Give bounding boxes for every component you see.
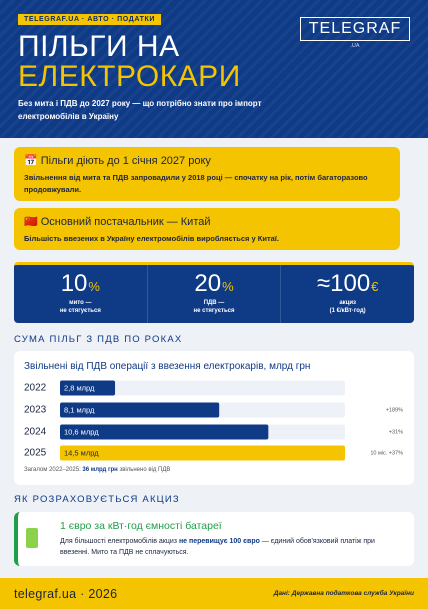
stat-label: ПДВ — не стягується <box>148 299 281 315</box>
value-label: 10,6 млрд <box>64 427 99 436</box>
info-card: 🇨🇳 Основний постачальник — Китай Більшіс… <box>14 208 400 250</box>
stat-label-line: акциз <box>339 300 357 306</box>
subtitle: Без мита і ПДВ до 2027 року — що потрібн… <box>18 99 262 121</box>
stat-label: акциз (1 €/кВт·год) <box>281 299 414 315</box>
change-label: +31% <box>389 429 403 435</box>
footer-site: telegraf.ua · 2026 <box>14 587 118 601</box>
bar <box>60 424 269 440</box>
stat-label: мито — не стягується <box>14 299 147 315</box>
footnote-text: звільнено від ПДВ <box>117 467 171 473</box>
bar <box>60 445 345 461</box>
card-title: 🇨🇳 Основний постачальник — Китай <box>24 216 211 228</box>
bar <box>60 380 116 396</box>
info-card: 📅 Пільги діють до 1 січня 2027 року Звіл… <box>14 147 400 201</box>
excise-card <box>14 512 414 566</box>
excise-body: Для більшості електромобілів акциз не пе… <box>60 536 400 558</box>
section-title: ЯК РОЗРАХОВУЄТЬСЯ АКЦИЗ <box>14 494 180 505</box>
stat-value-row: 20% <box>148 270 281 298</box>
stat-value-row: ≈100€ <box>281 270 414 298</box>
footer-source: Дані: Державна податкова служба України <box>273 590 414 597</box>
chart-footnote: Загалом 2022–2025: 36 млрд грн звільнено… <box>24 467 170 473</box>
logo: TELEGRAF <box>300 17 410 41</box>
stat-value: 10 <box>60 270 88 297</box>
stat-label-line: мито — <box>69 300 92 306</box>
y-tick-label: 2023 <box>24 405 47 416</box>
stat: 10% мито — не стягується <box>14 265 148 323</box>
chart-card <box>14 351 414 485</box>
stat-unit: % <box>88 279 100 294</box>
y-tick-label: 2025 <box>24 448 47 459</box>
bar <box>60 402 220 418</box>
battery-icon <box>26 528 38 548</box>
value-label: 14,5 млрд <box>64 448 99 457</box>
stat-unit: % <box>222 279 234 294</box>
y-tick-label: 2024 <box>24 427 47 438</box>
card-body: Звільнення від мита та ПДВ запровадили у… <box>24 173 368 194</box>
stat: 20% ПДВ — не стягується <box>148 265 282 323</box>
y-tick-label: 2022 <box>24 383 47 394</box>
stat: ≈100€ акциз (1 €/кВт·год) <box>281 265 414 323</box>
value-label: 2,8 млрд <box>64 383 95 392</box>
footnote-text: Загалом 2022–2025: <box>24 467 83 473</box>
stats: 10% мито — не стягується 20% ПДВ — не стягуєт… <box>14 262 414 323</box>
stat-label-line: (1 €/кВт·год) <box>329 308 366 314</box>
stat-label-line: ПДВ — <box>203 300 225 306</box>
card-title: 📅 Пільги діють до 1 січня 2027 року <box>24 155 211 167</box>
bold-text: не перевищує 100 євро <box>178 538 260 545</box>
chart-title: Звільнені від ПДВ операції з ввезення ел… <box>24 361 311 372</box>
change-label: 10 міс. +37% <box>370 450 403 456</box>
chart: 2022 2,8 млрд 2023 8,1 млрд +189% 2024 10,6 мл… <box>24 380 403 461</box>
tag: TELEGRAF.UA · АВТО · ПОДАТКИ <box>18 14 162 25</box>
stat-label-line: не стягується <box>193 308 235 314</box>
title: ПІЛЬГИ НА <box>18 30 180 63</box>
change-label: +189% <box>386 407 403 413</box>
stat-value-row: 10% <box>14 270 147 298</box>
section-title: СУМА ПІЛЬГ З ПДВ ПО РОКАХ <box>14 334 183 345</box>
value-label: 8,1 млрд <box>64 405 95 414</box>
footer <box>0 578 428 609</box>
logo-sub: .UA <box>350 43 360 49</box>
stat-value: 20 <box>194 270 222 297</box>
stat-unit: € <box>371 279 379 294</box>
stat-label-line: не стягується <box>59 308 101 314</box>
text: Для більшості електромобілів акциз <box>60 538 179 545</box>
card-body: Більшість ввезених в Україну електромобі… <box>24 234 279 243</box>
excise-title: 1 євро за кВт·год ємності батареї <box>60 520 222 532</box>
title: ЕЛЕКТРОКАРИ <box>18 60 241 93</box>
text: — єдиний обов'язковий платіж при ввезенн… <box>60 538 375 556</box>
bar-track <box>60 380 345 396</box>
footnote-bold: 36 млрд грн <box>82 467 118 473</box>
stat-value: ≈100 <box>316 270 371 297</box>
